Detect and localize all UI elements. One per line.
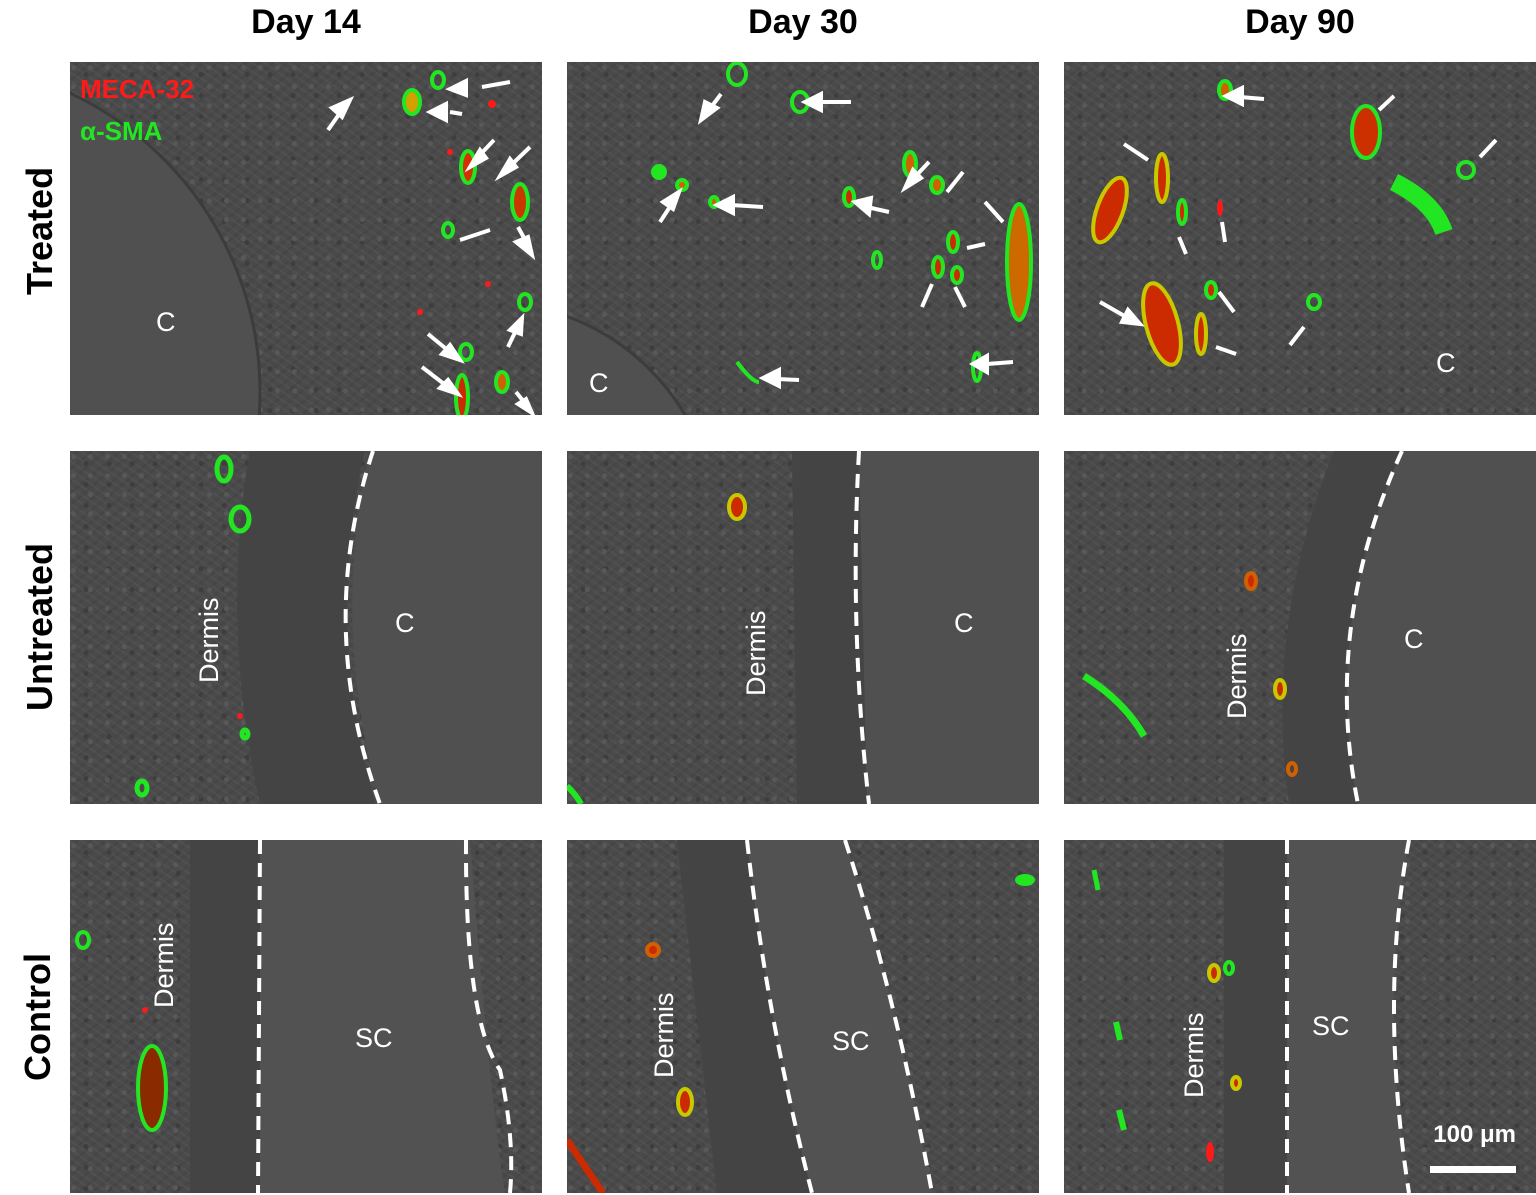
boundary-line — [256, 840, 262, 1193]
panel-treated-day30: C — [567, 62, 1039, 415]
vessels — [402, 70, 533, 415]
panel-treated-day90: C — [1064, 62, 1536, 415]
micrograph-control-day90 — [1091, 840, 1411, 1193]
vessels — [567, 493, 747, 804]
boundary-line — [343, 451, 382, 804]
label-c: C — [589, 368, 609, 398]
label-dermis: Dermis — [194, 597, 224, 684]
label-dermis: Dermis — [1179, 1012, 1209, 1099]
vessels — [1091, 79, 1476, 367]
label-c: C — [156, 307, 176, 337]
vessels — [1091, 869, 1242, 1162]
column-header-day30: Day 30 — [748, 3, 858, 41]
boundary-line — [1344, 451, 1404, 804]
micrograph-untreated-day90 — [1082, 451, 1536, 804]
panel-untreated-day30: Dermis C — [567, 451, 1039, 804]
panel-untreated-day90: Dermis C — [1064, 451, 1536, 804]
legend-asma: α-SMA — [80, 116, 163, 146]
row-label-untreated: Untreated — [19, 542, 60, 712]
panel-treated-day14: MECA-32 α-SMA C — [70, 62, 542, 415]
boundary-line — [843, 840, 934, 1193]
label-c: C — [954, 608, 974, 638]
vessels — [651, 62, 1033, 384]
label-c: C — [395, 608, 415, 638]
column-header-day90: Day 90 — [1245, 3, 1355, 41]
label-dermis: Dermis — [149, 922, 179, 1009]
boundary-line — [853, 451, 871, 804]
label-dermis: Dermis — [649, 992, 679, 1079]
arrows — [326, 77, 536, 415]
vessels — [134, 454, 252, 798]
label-sc: SC — [832, 1026, 870, 1056]
arrows — [658, 90, 1014, 390]
scale-bar-label: 100 μm — [1433, 1121, 1516, 1148]
label-sc: SC — [1312, 1011, 1350, 1041]
vessels — [567, 874, 1035, 1193]
arrows — [1099, 84, 1498, 356]
scale-bar — [1430, 1166, 1516, 1173]
label-sc: SC — [355, 1023, 393, 1053]
boundary-line — [1392, 840, 1411, 1193]
row-label-control: Control — [17, 953, 58, 1081]
column-header-day14: Day 14 — [251, 3, 361, 41]
vessels — [75, 930, 168, 1132]
micrograph-treated-day90 — [1091, 79, 1498, 367]
micrograph-treated-day14 — [70, 70, 536, 415]
label-c: C — [1436, 348, 1456, 378]
panel-control-day30: Dermis SC — [567, 840, 1039, 1193]
micrograph-control-day14 — [75, 840, 514, 1193]
micrograph-treated-day30 — [567, 62, 1033, 415]
label-dermis: Dermis — [741, 610, 771, 697]
panel-control-day90: Dermis SC 100 μm — [1064, 840, 1536, 1193]
boundary-line — [745, 840, 814, 1193]
vessels — [1082, 571, 1298, 777]
panel-untreated-day14: Dermis C — [70, 451, 542, 804]
micrograph-control-day30 — [567, 840, 1035, 1193]
row-label-treated: Treated — [19, 166, 60, 295]
micrograph-untreated-day14 — [134, 451, 542, 804]
legend-meca32: MECA-32 — [80, 74, 195, 104]
micrograph-untreated-day30 — [567, 451, 1039, 804]
label-c: C — [1404, 624, 1424, 654]
label-dermis: Dermis — [1222, 633, 1252, 720]
panel-control-day14: Dermis SC — [70, 840, 542, 1193]
